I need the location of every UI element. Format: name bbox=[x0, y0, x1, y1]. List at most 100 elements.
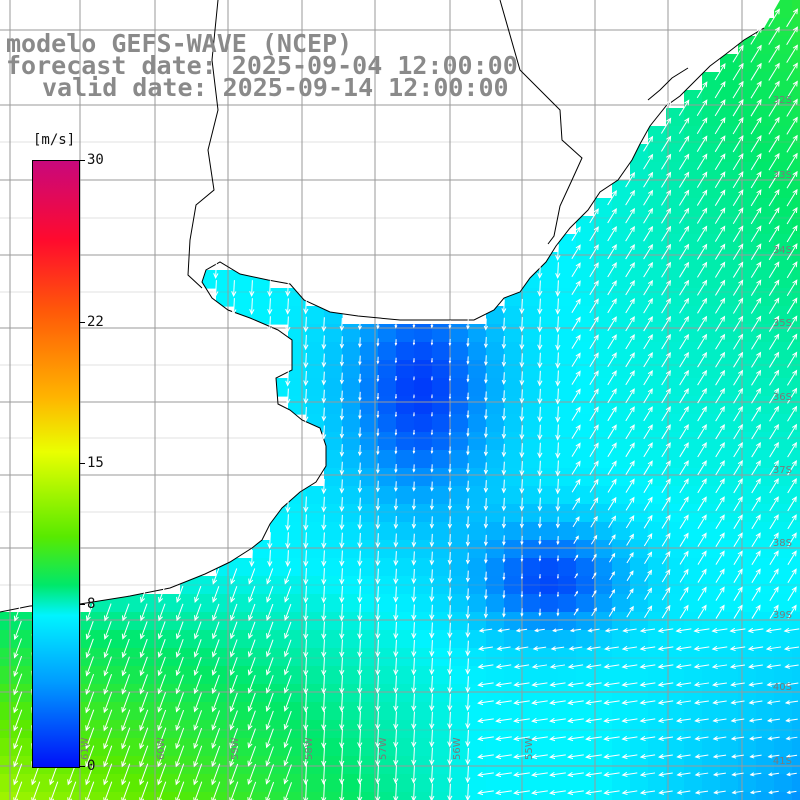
wind-arrow bbox=[783, 627, 800, 634]
wind-arrow bbox=[139, 781, 149, 800]
wind-arrow bbox=[697, 315, 708, 332]
lon-label: 58W bbox=[304, 737, 315, 760]
wind-arrow bbox=[555, 244, 561, 261]
wind-arrow bbox=[448, 463, 452, 474]
wind-arrow bbox=[393, 693, 399, 712]
wind-arrow bbox=[766, 663, 781, 669]
wind-arrow bbox=[448, 357, 452, 364]
wind-arrow bbox=[556, 574, 559, 579]
wind-arrow bbox=[603, 789, 620, 796]
wind-arrow bbox=[555, 316, 561, 333]
wind-arrow bbox=[697, 496, 707, 512]
wind-arrow bbox=[679, 387, 689, 404]
wind-arrow bbox=[537, 388, 543, 405]
wind-arrow bbox=[786, 98, 798, 117]
wind-arrow bbox=[393, 621, 399, 640]
wind-arrow bbox=[303, 585, 309, 604]
wind-arrow bbox=[483, 534, 488, 547]
wind-arrow bbox=[555, 388, 561, 405]
wind-arrow bbox=[321, 764, 327, 785]
wind-arrow bbox=[502, 607, 506, 618]
wind-arrow bbox=[661, 496, 671, 511]
wind-arrow bbox=[749, 736, 762, 741]
wind-arrow bbox=[607, 478, 617, 493]
wind-arrow bbox=[447, 498, 452, 511]
wind-arrow bbox=[787, 423, 798, 440]
wind-arrow bbox=[733, 514, 743, 530]
wind-arrow bbox=[248, 603, 256, 622]
wind-arrow bbox=[447, 481, 452, 492]
wind-arrow bbox=[448, 411, 452, 418]
wind-arrow bbox=[715, 297, 726, 314]
wind-arrow bbox=[194, 585, 202, 603]
wind-arrow bbox=[607, 352, 617, 368]
wind-arrow bbox=[643, 279, 653, 296]
wind-arrow bbox=[357, 550, 363, 567]
wind-arrow bbox=[784, 682, 799, 687]
wind-arrow bbox=[175, 621, 184, 640]
wind-arrow bbox=[339, 390, 344, 403]
wind-arrow bbox=[714, 243, 726, 260]
lat-label: 35S bbox=[773, 318, 792, 329]
wind-arrow bbox=[376, 393, 380, 401]
wind-arrow bbox=[589, 280, 599, 296]
lon-label: 56W bbox=[452, 737, 463, 760]
wind-arrow bbox=[732, 297, 744, 314]
wind-arrow bbox=[447, 729, 453, 748]
wind-arrow bbox=[768, 225, 780, 243]
wind-arrow bbox=[103, 781, 113, 800]
wind-arrow bbox=[767, 772, 780, 777]
wind-arrow bbox=[411, 675, 417, 694]
wind-arrow bbox=[643, 496, 653, 511]
wind-arrow bbox=[412, 320, 416, 329]
wind-arrow bbox=[750, 62, 762, 81]
wind-arrow bbox=[513, 681, 530, 688]
wind-arrow bbox=[265, 764, 275, 785]
wind-arrow bbox=[339, 585, 345, 604]
wind-arrow bbox=[555, 298, 561, 315]
wind-arrow bbox=[750, 279, 762, 296]
wind-arrow bbox=[715, 423, 725, 440]
wind-arrow bbox=[376, 428, 380, 437]
wind-arrow bbox=[321, 782, 327, 800]
wind-arrow bbox=[537, 516, 542, 529]
wind-arrow bbox=[661, 550, 671, 565]
wind-arrow bbox=[465, 765, 471, 784]
wind-arrow bbox=[730, 681, 745, 687]
wind-arrow bbox=[625, 316, 635, 332]
wind-arrow bbox=[769, 351, 780, 368]
wind-arrow bbox=[643, 352, 653, 368]
wind-arrow bbox=[229, 621, 238, 640]
wind-arrow bbox=[248, 568, 256, 585]
wind-arrow bbox=[571, 478, 581, 493]
wind-arrow bbox=[555, 460, 561, 477]
wind-arrow bbox=[375, 568, 381, 585]
wind-arrow bbox=[643, 225, 654, 242]
wind-arrow bbox=[571, 370, 581, 385]
wind-arrow bbox=[321, 496, 327, 513]
wind-arrow bbox=[248, 621, 256, 640]
wind-arrow bbox=[393, 586, 399, 603]
wind-arrow bbox=[786, 261, 798, 279]
wind-arrow bbox=[303, 603, 309, 622]
wind-arrow bbox=[303, 657, 309, 677]
wind-arrow bbox=[786, 333, 798, 350]
wind-arrow bbox=[501, 443, 507, 458]
wind-arrow bbox=[537, 316, 543, 333]
wind-arrow bbox=[537, 352, 543, 369]
wind-arrow bbox=[748, 700, 763, 705]
wind-arrow bbox=[657, 645, 674, 652]
wind-arrow bbox=[749, 754, 762, 759]
wind-arrow bbox=[447, 783, 453, 800]
wind-arrow bbox=[644, 569, 653, 582]
wind-arrow bbox=[679, 442, 689, 458]
wind-arrow bbox=[393, 783, 399, 800]
wind-arrow bbox=[447, 711, 453, 730]
wind-arrow bbox=[358, 391, 362, 402]
wind-arrow bbox=[769, 405, 780, 422]
wind-arrow bbox=[715, 586, 725, 601]
wind-arrow bbox=[555, 262, 561, 279]
colorbar-tick-label: 8 bbox=[87, 596, 96, 613]
wind-arrow bbox=[537, 298, 543, 315]
wind-arrow bbox=[661, 297, 671, 314]
